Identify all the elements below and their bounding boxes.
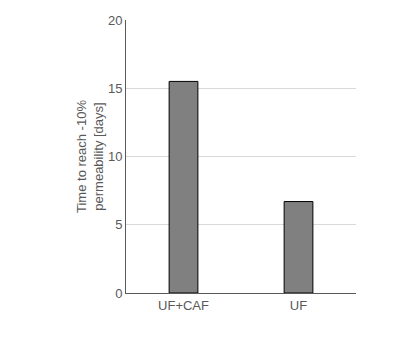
svg-text:0: 0 xyxy=(115,286,122,301)
svg-text:20: 20 xyxy=(108,13,122,28)
svg-text:UF+CAF: UF+CAF xyxy=(158,298,209,313)
svg-text:15: 15 xyxy=(108,81,122,96)
svg-text:UF: UF xyxy=(290,298,307,313)
svg-text:Time to reach -10%permeability: Time to reach -10%permeability [days] xyxy=(74,100,106,213)
svg-text:10: 10 xyxy=(108,149,122,164)
svg-text:5: 5 xyxy=(115,217,122,232)
